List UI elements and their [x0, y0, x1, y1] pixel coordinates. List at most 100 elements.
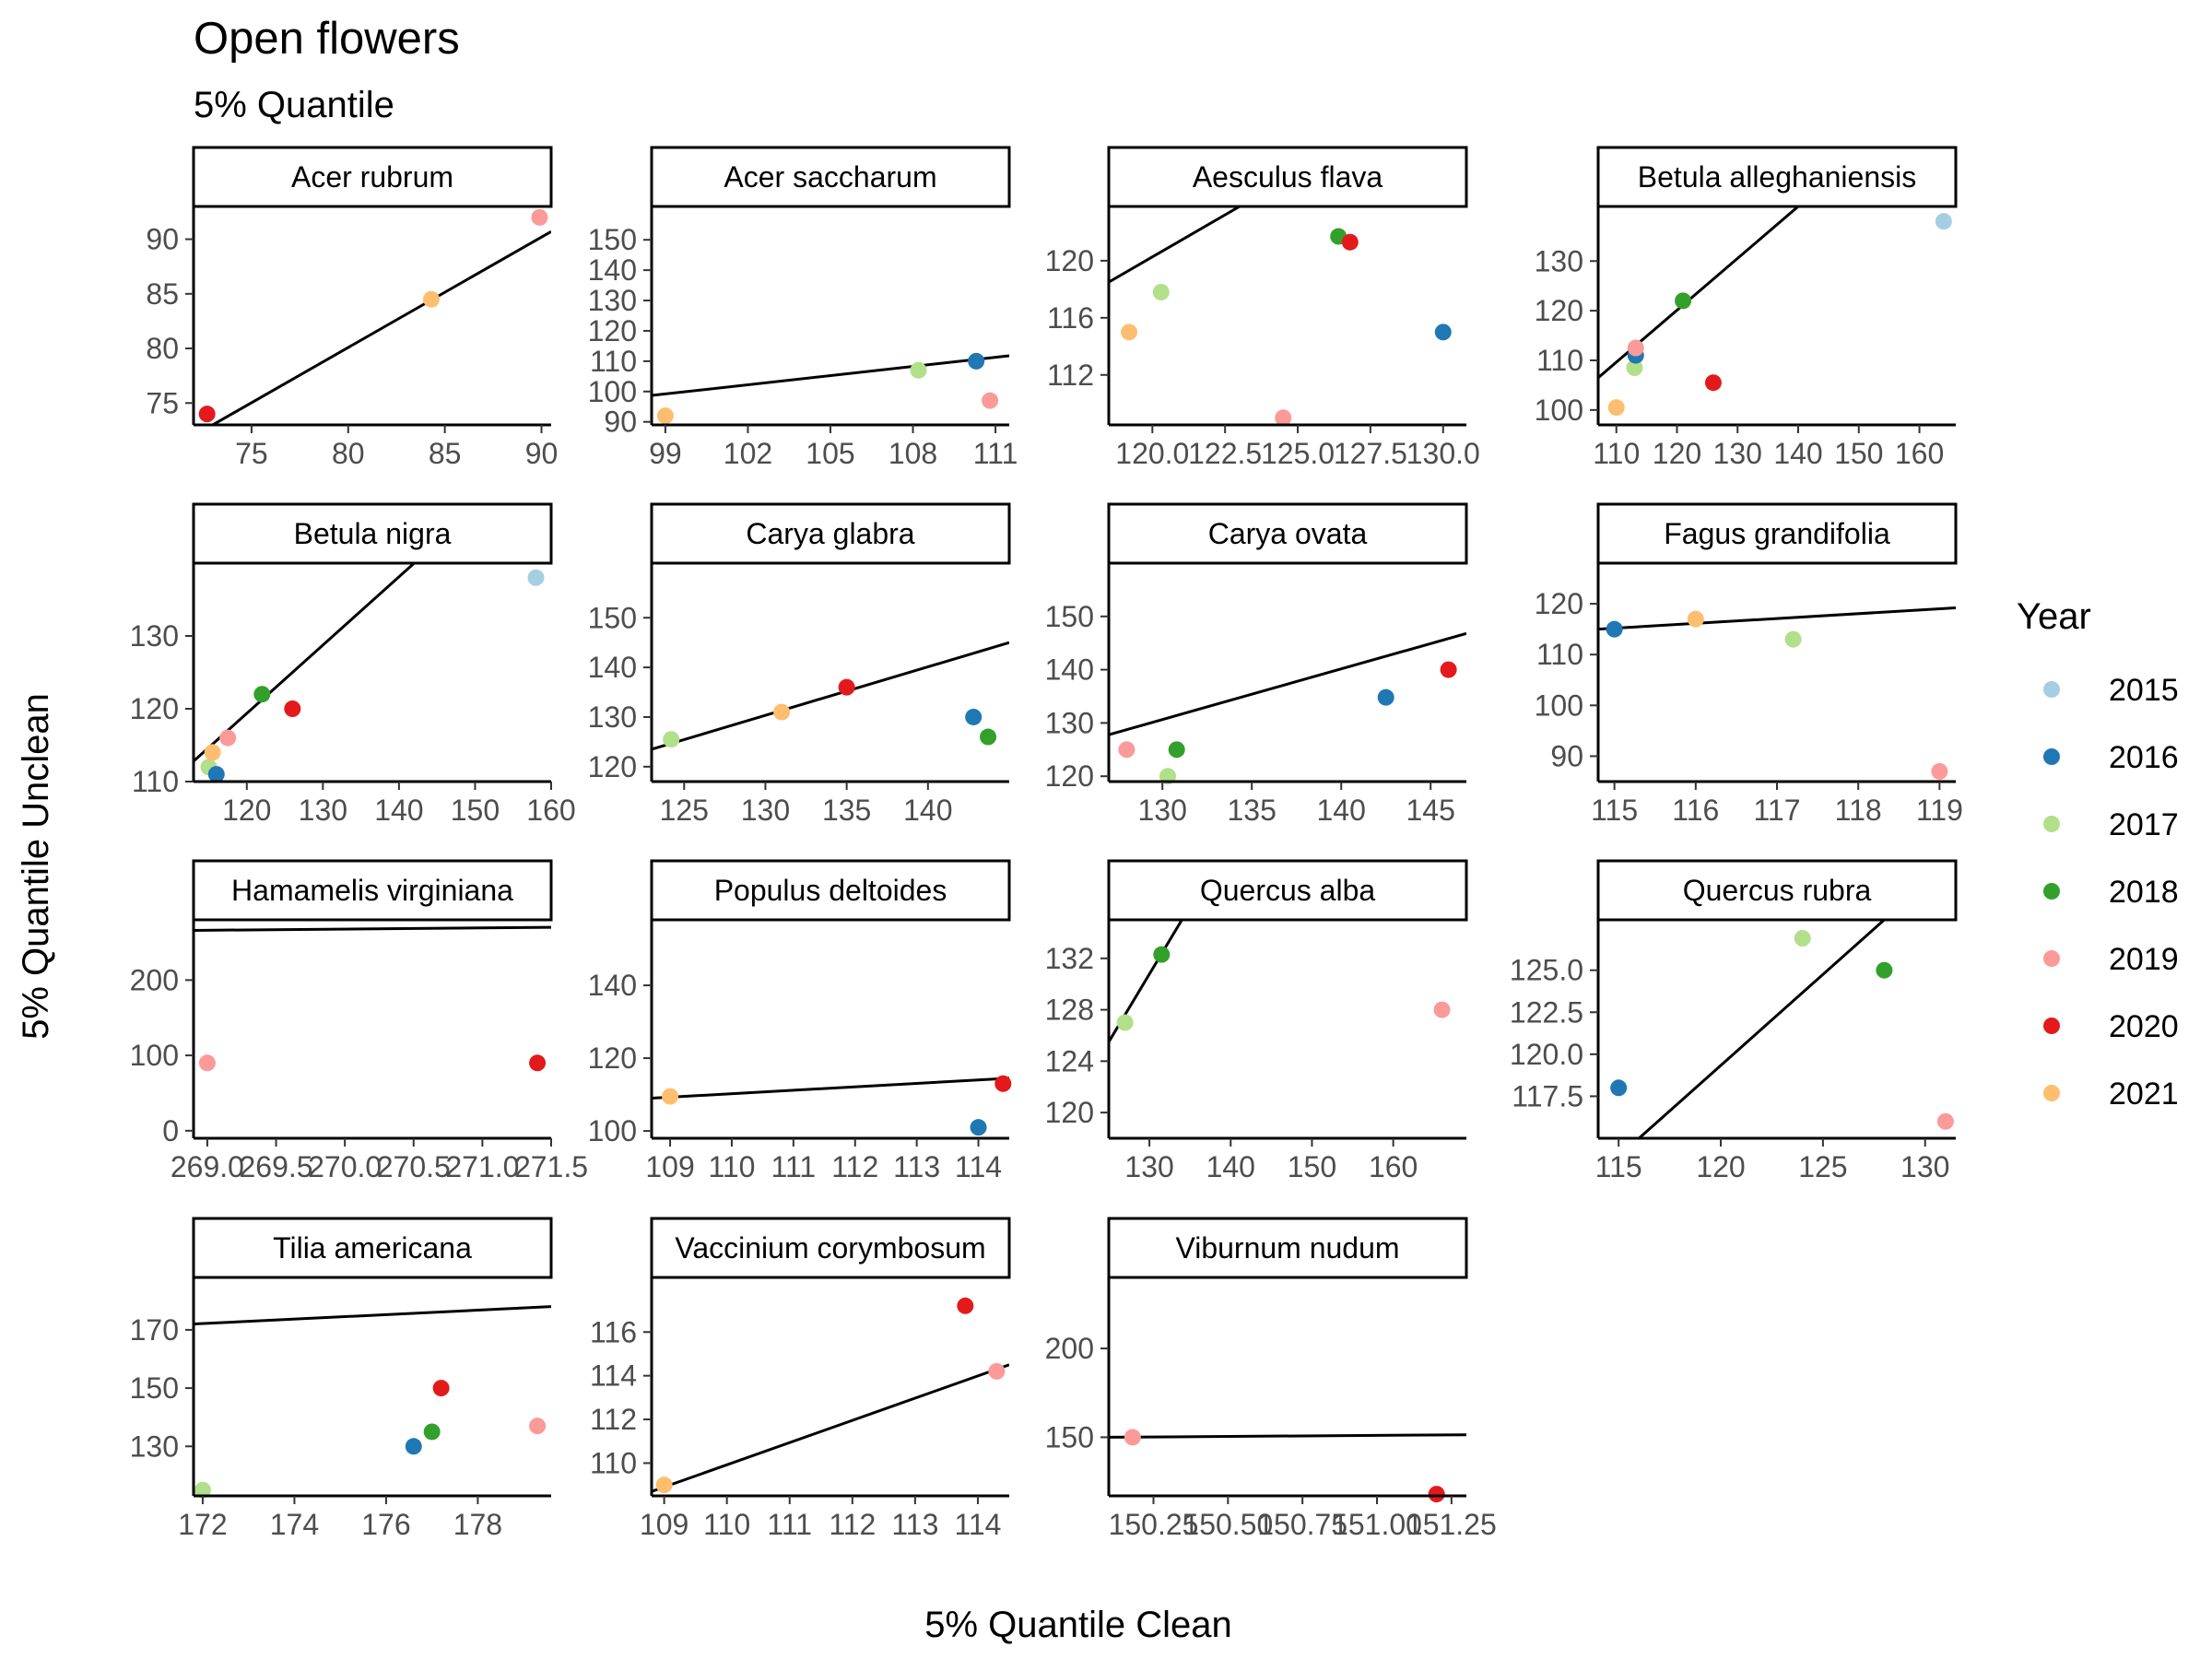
strip-acer-saccharum [650, 146, 1011, 208]
x-tick-label: 111 [767, 1508, 812, 1541]
x-tick-label: 269.0 [171, 1150, 244, 1183]
x-tick-label: 270.5 [377, 1150, 451, 1183]
regression-line [1638, 920, 1886, 1138]
y-tick-label: 116 [590, 1315, 637, 1348]
y-tick-label: 130 [130, 619, 179, 653]
x-tick-label: 130 [741, 794, 790, 827]
legend-key-2019 [2043, 950, 2060, 967]
strip-acer-rubrum [192, 146, 553, 208]
y-tick-label: 100 [1535, 688, 1583, 722]
strip-hamamelis-virginiana [192, 859, 553, 922]
y-tick-label: 120 [1045, 1096, 1094, 1129]
point-2018 [1153, 946, 1171, 963]
strip-label: Aesculus flava [1193, 160, 1383, 194]
point-2017 [194, 1481, 211, 1499]
x-tick-label: 150 [1288, 1150, 1336, 1183]
point-2016 [1606, 620, 1623, 638]
point-2021 [655, 1477, 673, 1494]
x-tick-label: 116 [1672, 794, 1719, 827]
point-2019 [1118, 741, 1135, 759]
point-2016 [965, 708, 982, 725]
x-tick-label: 174 [270, 1508, 319, 1541]
x-tick-label: 113 [891, 1508, 938, 1541]
x-tick-label: 130.0 [1406, 437, 1480, 470]
regression-line [1109, 631, 1466, 736]
point-2018 [1675, 292, 1692, 310]
strip-tilia-americana [192, 1217, 553, 1279]
x-tick-label: 172 [178, 1508, 227, 1541]
x-tick-label: 112 [829, 1508, 876, 1541]
y-tick-label: 130 [1045, 706, 1094, 739]
y-tick-label: 75 [146, 386, 179, 419]
x-tick-label: 160 [526, 794, 575, 827]
x-tick-label: 99 [649, 437, 682, 470]
x-tick-label: 150.50 [1182, 1508, 1273, 1541]
y-tick-label: 150 [1045, 1420, 1094, 1453]
point-2018 [1876, 961, 1893, 979]
y-tick-label: 90 [1550, 739, 1583, 772]
legend-item-2021: 2021 [2043, 1077, 2179, 1112]
strip-betula-alleghaniensis [1596, 146, 1958, 208]
point-2020 [838, 678, 855, 696]
strip-label: Carya glabra [746, 517, 914, 550]
legend-item-2018: 2018 [2043, 875, 2179, 910]
x-tick-label: 130 [1713, 437, 1762, 470]
x-tick-label: 120.0 [1115, 437, 1189, 470]
y-tick-label: 110 [590, 345, 637, 378]
point-2021 [204, 744, 221, 761]
strip-betula-nigra [192, 502, 553, 565]
x-tick-label: 111 [771, 1150, 817, 1183]
x-tick-label: 120 [1653, 437, 1701, 470]
panel-carya-glabra: Carya glabra 125 130 135 140 120 130 140 150 [588, 502, 1011, 827]
strip-label: Quercus alba [1200, 874, 1376, 907]
point-2018 [423, 1423, 441, 1441]
point-2019 [982, 392, 999, 409]
point-2019 [219, 729, 237, 747]
x-tick-label: 130 [1900, 1150, 1949, 1183]
strip-label: Carya ovata [1208, 517, 1368, 550]
point-2016 [970, 1119, 987, 1136]
x-tick-label: 270.0 [308, 1150, 382, 1183]
y-tick-label: 100 [588, 1114, 637, 1147]
point-2017 [1116, 1014, 1134, 1031]
strip-label: Quercus rubra [1683, 874, 1872, 907]
y-tick-label: 110 [1536, 344, 1583, 377]
y-tick-label: 200 [1045, 1332, 1094, 1365]
x-tick-label: 135 [822, 794, 871, 827]
x-tick-label: 105 [806, 437, 854, 470]
strip-label: Betula alleghaniensis [1638, 160, 1916, 194]
point-2020 [994, 1075, 1012, 1092]
legend-label: 2019 [2109, 942, 2179, 977]
x-tick-label: 151.00 [1332, 1508, 1422, 1541]
point-2021 [1687, 610, 1704, 628]
y-tick-label: 124 [1045, 1044, 1094, 1077]
point-2020 [432, 1380, 450, 1397]
x-tick-label: 140 [1317, 794, 1366, 827]
y-tick-label: 120 [588, 1041, 637, 1075]
legend-label: 2017 [2109, 807, 2179, 842]
strip-carya-ovata [1107, 502, 1468, 565]
legend-item-2015: 2015 [2043, 673, 2179, 708]
y-tick-label: 150 [1045, 600, 1094, 633]
x-tick-label: 111 [973, 437, 1018, 470]
y-tick-label: 170 [130, 1313, 179, 1347]
x-tick-label: 120 [222, 794, 271, 827]
x-tick-label: 108 [888, 437, 937, 470]
x-tick-label: 113 [893, 1150, 940, 1183]
y-tick-label: 140 [588, 969, 637, 1002]
x-tick-label: 151.25 [1406, 1508, 1497, 1541]
y-tick-label: 140 [1045, 653, 1094, 687]
strip-carya-glabra [650, 502, 1011, 565]
strip-label: Hamamelis virginiana [231, 874, 513, 907]
legend-key-2015 [2043, 681, 2060, 698]
x-tick-label: 150 [451, 794, 500, 827]
x-tick-label: 140 [1206, 1150, 1255, 1183]
x-tick-label: 145 [1406, 794, 1455, 827]
strip-vaccinium-corymbosum [650, 1217, 1011, 1279]
point-2019 [531, 208, 548, 226]
x-tick-label: 130 [1138, 794, 1187, 827]
y-tick-label: 120 [1535, 587, 1583, 620]
x-tick-label: 80 [332, 437, 365, 470]
